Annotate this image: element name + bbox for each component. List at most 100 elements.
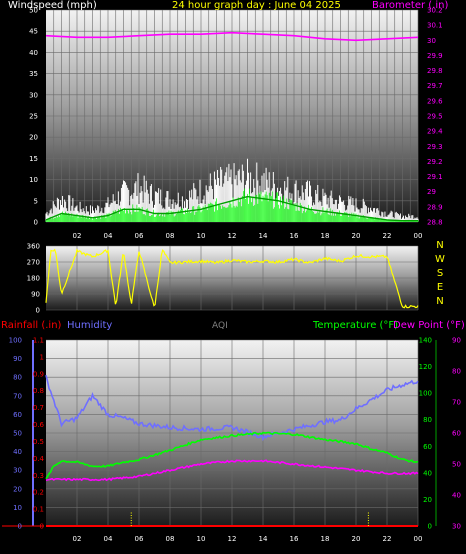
wind-y-tick-label: 40 xyxy=(29,49,38,57)
temperature-tick-label: 120 xyxy=(419,363,432,371)
humidity-tick-label: 90 xyxy=(13,355,22,363)
wind-x-tick-label: 00 xyxy=(414,232,423,240)
wind-y-tick-label: 10 xyxy=(29,176,38,184)
temperature-tick-label: 0 xyxy=(428,523,432,531)
barometer-tick-label: 29.9 xyxy=(427,52,443,60)
wind-x-tick-label: 08 xyxy=(166,232,175,240)
temperature-tick-label: 140 xyxy=(419,337,432,345)
wind-x-tick-label: 16 xyxy=(290,232,299,240)
humidity-axis-label: Humidity xyxy=(67,320,113,331)
barometer-tick-label: 29.6 xyxy=(427,97,443,105)
rainfall-tick-label: 0.5 xyxy=(33,438,44,446)
humidity-tick-label: 20 xyxy=(13,485,22,493)
humidity-tick-label: 50 xyxy=(13,430,22,438)
rainfall-tick-label: 0.8 xyxy=(33,387,44,395)
wind-x-tick-label: 14 xyxy=(259,232,268,240)
thermo-x-tick-label: 14 xyxy=(259,535,268,543)
humidity-tick-label: 30 xyxy=(13,467,22,475)
rainfall-tick-label: 0.1 xyxy=(33,506,44,514)
humidity-tick-label: 40 xyxy=(13,448,22,456)
barometer-tick-label: 28.8 xyxy=(427,219,443,227)
temperature-tick-label: 20 xyxy=(423,496,432,504)
dewpoint-tick-label: 40 xyxy=(452,492,461,500)
humidity-tick-label: 0 xyxy=(18,523,22,531)
wind-x-tick-label: 12 xyxy=(228,232,237,240)
barometer-tick-label: 29.2 xyxy=(427,158,443,166)
rainfall-tick-label: 0.7 xyxy=(33,404,44,412)
dewpoint-line xyxy=(45,459,419,482)
temperature-tick-label: 100 xyxy=(419,390,432,398)
thermo-x-tick-label: 02 xyxy=(73,535,82,543)
thermo-x-tick-label: 20 xyxy=(352,535,361,543)
thermo-x-tick-label: 08 xyxy=(166,535,175,543)
barometer-axis-label: Barometer (.in) xyxy=(372,0,449,11)
wind-x-tick-label: 02 xyxy=(73,232,82,240)
dewpoint-axis-label: Dew Point (°F) xyxy=(393,320,465,331)
barometer-line xyxy=(45,31,419,42)
dewpoint-tick-label: 60 xyxy=(452,430,461,438)
temperature-line xyxy=(45,431,419,480)
barometer-tick-label: 29.8 xyxy=(427,67,443,75)
thermo-x-tick-label: 10 xyxy=(197,535,206,543)
wind-y-tick-label: 25 xyxy=(29,113,38,121)
wind-x-tick-label: 10 xyxy=(197,232,206,240)
thermo-x-tick-label: 12 xyxy=(228,535,237,543)
humidity-tick-label: 10 xyxy=(13,504,22,512)
thermo-x-tick-label: 22 xyxy=(383,535,392,543)
temperature-tick-label: 40 xyxy=(423,469,432,477)
rainfall-tick-label: 0.4 xyxy=(33,455,45,463)
dewpoint-tick-label: 30 xyxy=(452,523,461,531)
humidity-tick-label: 60 xyxy=(13,411,22,419)
rainfall-tick-label: 0 xyxy=(40,523,44,531)
barometer-tick-label: 28.9 xyxy=(427,203,443,211)
direction-y-tick-label: 180 xyxy=(27,275,40,283)
barometer-tick-label: 29.4 xyxy=(427,128,443,136)
aqi-label: AQI xyxy=(212,321,228,331)
rainfall-tick-label: 0.6 xyxy=(33,421,45,429)
direction-y-tick-label: 270 xyxy=(27,259,40,267)
barometer-tick-label: 29.1 xyxy=(427,173,443,181)
wind-x-tick-label: 18 xyxy=(321,232,330,240)
compass-label: W xyxy=(435,254,445,265)
dewpoint-tick-label: 50 xyxy=(452,461,461,469)
humidity-tick-label: 70 xyxy=(13,392,22,400)
dewpoint-tick-label: 70 xyxy=(452,399,461,407)
compass-label: N xyxy=(436,240,443,251)
thermo-x-tick-label: 00 xyxy=(414,535,423,543)
rainfall-tick-label: 1 xyxy=(40,353,44,361)
rainfall-tick-label: 0.2 xyxy=(33,489,44,497)
wind-y-tick-label: 0 xyxy=(34,219,38,227)
barometer-tick-label: 30 xyxy=(427,37,436,45)
windspeed-axis-label: Windspeed (mph) xyxy=(8,0,97,11)
wind-x-tick-label: 04 xyxy=(104,232,113,240)
humidity-line xyxy=(45,375,419,442)
wind-y-tick-label: 5 xyxy=(34,197,38,205)
thermo-x-tick-label: 16 xyxy=(290,535,299,543)
rainfall-tick-label: 1.1 xyxy=(33,337,44,345)
wind-y-tick-label: 35 xyxy=(29,70,38,78)
dewpoint-tick-label: 80 xyxy=(452,368,461,376)
wind-y-tick-label: 45 xyxy=(29,28,38,36)
humidity-tick-label: 80 xyxy=(13,374,22,382)
wind-x-tick-label: 06 xyxy=(135,232,144,240)
barometer-tick-label: 30.2 xyxy=(427,7,443,15)
thermo-x-tick-label: 04 xyxy=(104,535,113,543)
barometer-tick-label: 29 xyxy=(427,188,436,196)
compass-label: E xyxy=(437,282,443,293)
dewpoint-tick-label: 90 xyxy=(452,337,461,345)
barometer-tick-label: 29.5 xyxy=(427,113,443,121)
temperature-tick-label: 80 xyxy=(423,416,432,424)
wind-y-tick-label: 30 xyxy=(29,91,38,99)
wind-y-tick-label: 50 xyxy=(29,7,38,15)
wind-direction-series xyxy=(45,248,419,309)
direction-y-tick-label: 0 xyxy=(36,307,40,315)
wind-y-tick-label: 20 xyxy=(29,134,38,142)
temperature-axis-label: Temperature (°F) xyxy=(313,320,399,331)
wind-y-tick-label: 15 xyxy=(29,155,38,163)
direction-y-tick-label: 90 xyxy=(31,291,40,299)
chart-title: 24 hour graph day : June 04 2025 xyxy=(172,0,341,11)
humidity-tick-label: 100 xyxy=(9,337,22,345)
temperature-tick-label: 60 xyxy=(423,443,432,451)
